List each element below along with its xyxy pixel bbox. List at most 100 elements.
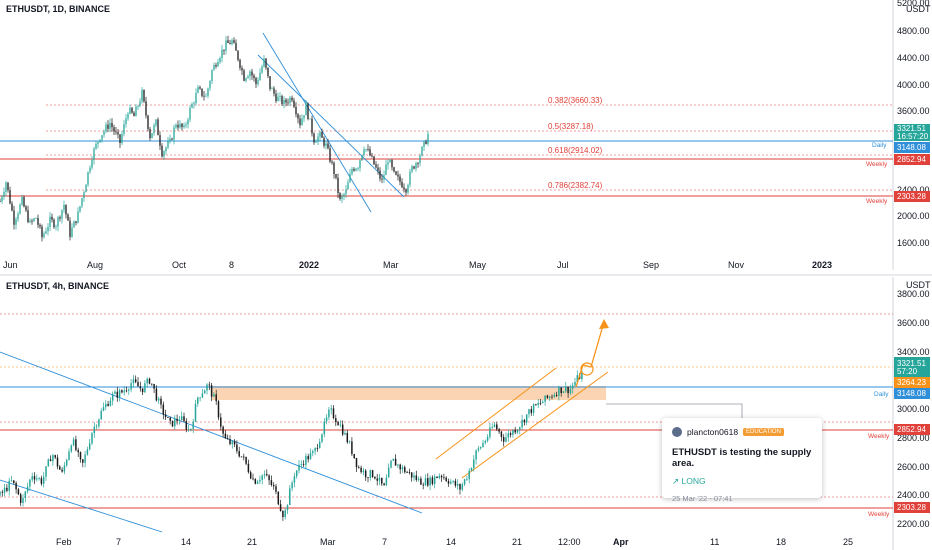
candle-body (323, 137, 325, 146)
candle-body (144, 383, 146, 393)
candle-body (99, 139, 101, 143)
bottom-x-tick: 7 (382, 537, 387, 547)
candle-body (335, 418, 337, 423)
top-weekly-price-a: 2852.94 (897, 155, 926, 164)
candle-body (403, 187, 405, 190)
candle-body (314, 447, 316, 452)
candle-body (115, 131, 117, 133)
candle-body (544, 395, 546, 402)
candle-body (287, 102, 289, 104)
candle-body (187, 429, 190, 431)
4h-chart-pane[interactable]: ETHUSDT, 4h, BINANCE USDT Daily Weekly W… (0, 280, 931, 547)
candle-body (249, 472, 252, 479)
candle-body (284, 510, 286, 518)
candle-body (9, 190, 11, 204)
candle-body (325, 417, 328, 422)
candle-body (351, 441, 353, 454)
candle-body (353, 168, 355, 171)
candle-body (13, 210, 15, 225)
candle-body (114, 391, 116, 394)
bottom-weekly-price-tag-a (894, 424, 930, 435)
candle-body (387, 162, 389, 165)
candle-body (411, 166, 413, 172)
candle-body (337, 422, 339, 426)
top-y-tick: 5200.00 (897, 0, 930, 8)
candle-body (385, 477, 388, 486)
candle-body (286, 505, 289, 511)
candle-body (145, 101, 147, 116)
candle-body (312, 451, 314, 454)
candle-body (213, 64, 215, 71)
candle-body (450, 481, 452, 484)
bottom-x-tick: 7 (116, 537, 121, 547)
bottom-x-tick: Apr (613, 537, 629, 547)
candle-body (461, 484, 464, 490)
candle-body (466, 479, 468, 480)
trade-idea-card[interactable]: plancton0618 EDUCATION ETHUSDT is testin… (662, 418, 822, 503)
bottom-currency-label: USDT (906, 280, 931, 290)
candle-body (393, 167, 395, 172)
candle-body (3, 487, 6, 493)
candle-body (123, 390, 125, 393)
author-avatar[interactable] (672, 427, 682, 437)
daily-chart-pane[interactable]: ETHUSDT, 1D, BINANCE USDT 0.382(3660.33)… (0, 0, 931, 270)
candle-body (331, 161, 333, 163)
candle-body (252, 478, 254, 480)
bottom-last-price-tag (894, 357, 930, 377)
candle-body (245, 456, 247, 464)
candle-body (173, 127, 175, 140)
candle-body (37, 218, 39, 225)
idea-headline[interactable]: ETHUSDT is testing the supply area. (672, 447, 812, 469)
candle-body (417, 478, 420, 480)
candle-body (305, 456, 307, 465)
candle-body (385, 164, 387, 175)
candle-body (315, 141, 317, 143)
candle-body (423, 141, 425, 147)
candle-body (127, 113, 129, 119)
candle-body (22, 497, 24, 503)
candle-body (404, 467, 406, 473)
bottom-weekly-price-b: 2303.28 (897, 503, 926, 512)
candle-body (521, 419, 523, 428)
candle-body (52, 455, 54, 462)
candle-body (247, 76, 249, 79)
candle-body (241, 68, 243, 71)
candle-body (261, 66, 263, 73)
top-x-tick: Mar (383, 260, 399, 270)
bottom-x-tick: 21 (247, 537, 257, 547)
candle-body (440, 475, 443, 478)
candle-body (29, 479, 31, 487)
candle-body (285, 99, 287, 103)
author-name[interactable]: plancton0618 (687, 427, 739, 437)
candle-body (183, 125, 185, 128)
candle-body (169, 417, 171, 421)
top-last-price-tag (894, 124, 930, 141)
daily-line-label-4h: Daily (874, 391, 889, 398)
candle-body (56, 457, 59, 467)
candle-body (456, 483, 459, 486)
candle-body (452, 480, 454, 482)
candle-body (167, 141, 169, 148)
candle-body (321, 132, 323, 138)
candle-body (562, 391, 565, 393)
candle-body (116, 391, 119, 398)
candle-body (201, 393, 204, 398)
candle-body (477, 448, 480, 451)
candle-body (337, 177, 339, 194)
bottom-y-tick: 2600.00 (897, 462, 930, 472)
candle-body (176, 418, 178, 421)
candle-body (249, 71, 251, 77)
candle-body (153, 125, 155, 134)
candle-body (263, 474, 266, 476)
candle-body (183, 416, 185, 422)
idea-direction-label: LONG (681, 476, 706, 486)
candle-body (128, 389, 130, 391)
candle-body (571, 385, 574, 389)
candle-body (493, 424, 496, 428)
idea-category-badge: EDUCATION (743, 428, 784, 436)
candle-body (240, 456, 243, 458)
candle-body (93, 426, 96, 434)
callout-connector (606, 403, 743, 418)
candle-body (165, 147, 167, 152)
bottom-weekly-price-a: 2852.94 (897, 425, 926, 434)
